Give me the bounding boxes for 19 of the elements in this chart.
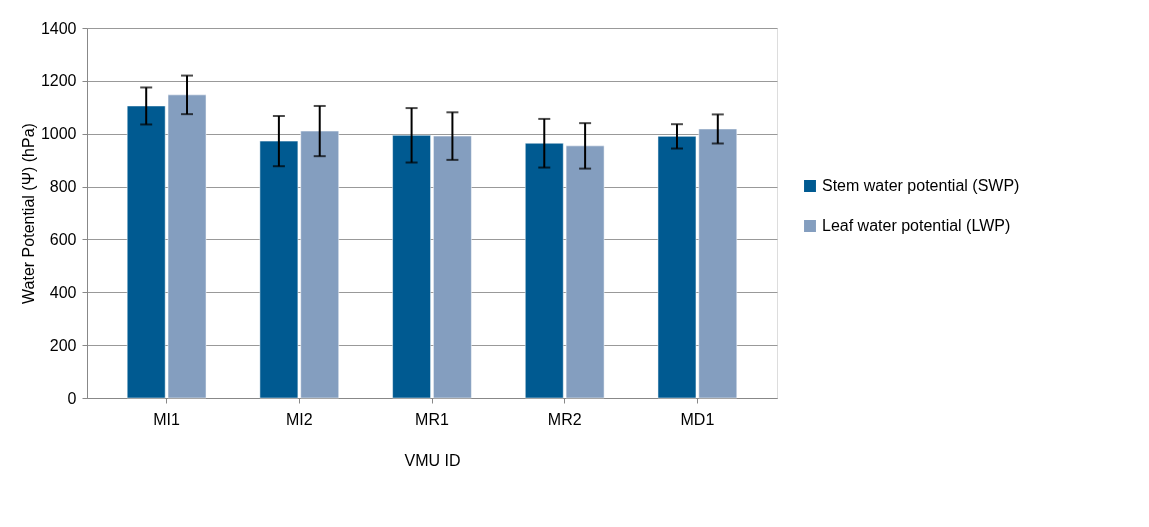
- y-tick-label: 1200: [40, 72, 77, 90]
- bar: [433, 135, 472, 399]
- x-tick-label: MR2: [547, 410, 582, 428]
- y-tick-label: 600: [49, 230, 77, 248]
- y-tick-label: 1000: [40, 125, 77, 143]
- y-tick-label: 400: [49, 283, 77, 301]
- x-tick-label: MI1: [153, 410, 181, 428]
- bar: [392, 135, 431, 399]
- y-tick-label: 800: [49, 178, 77, 196]
- y-tick-label: 200: [49, 336, 77, 354]
- x-tick-label: MD1: [680, 410, 715, 428]
- y-tick-label: 0: [67, 389, 77, 407]
- y-axis-title: Water Potential (Ψ) (hPa): [19, 123, 37, 304]
- legend-label: Stem water potential (SWP): [822, 177, 1020, 194]
- x-axis-title: VMU ID: [404, 451, 461, 469]
- x-tick-label: MR1: [415, 410, 449, 428]
- legend-label: Leaf water potential (LWP): [822, 217, 1011, 234]
- y-tick-label: 1400: [40, 19, 77, 37]
- x-tick-label: MI2: [285, 410, 313, 428]
